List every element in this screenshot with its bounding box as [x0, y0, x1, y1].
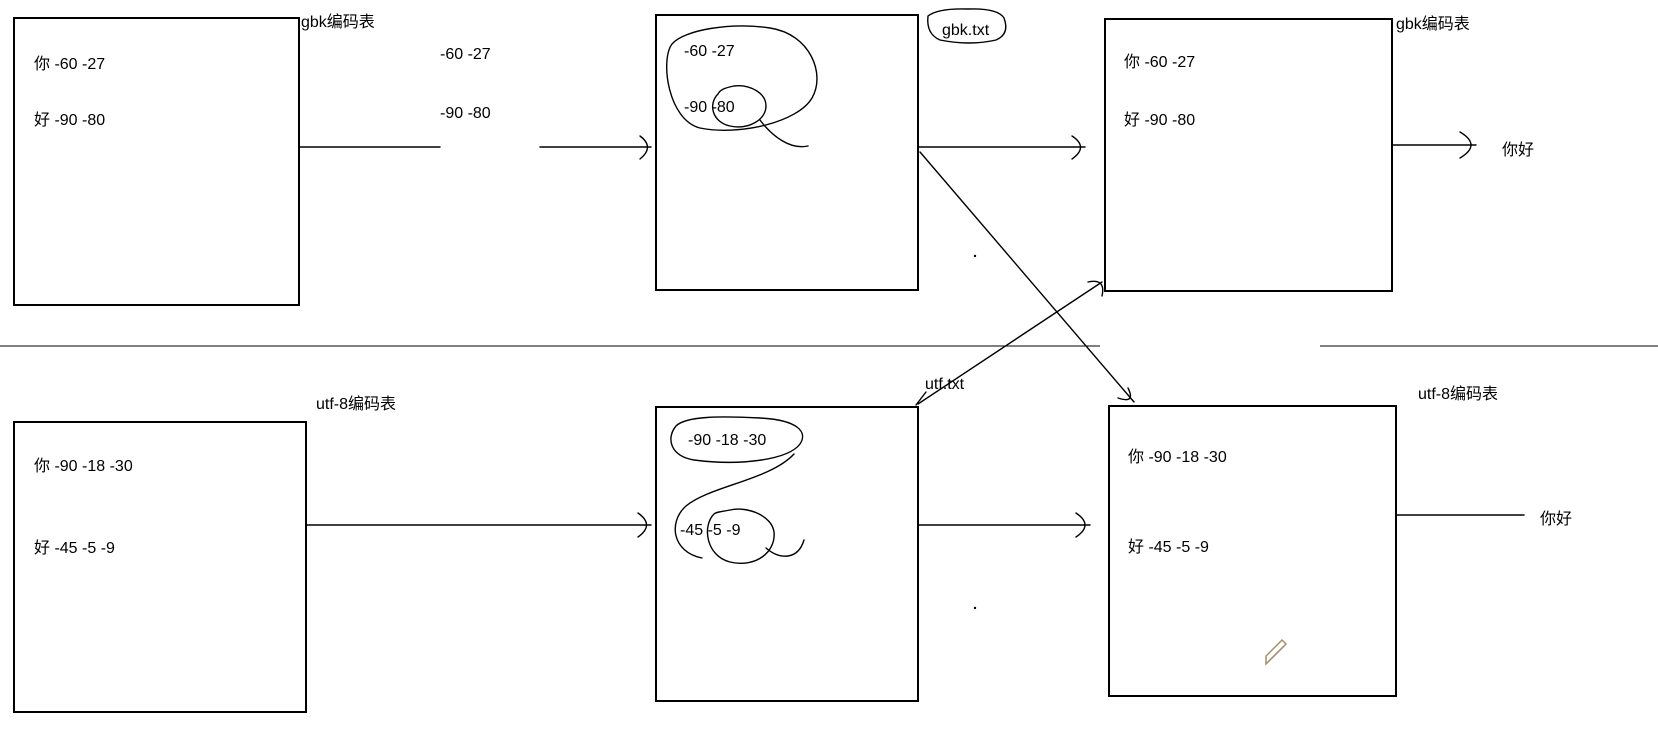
top-box-mid-row2: -90 -80	[684, 99, 735, 117]
bottom-box-right-row2: 好 -45 -5 -9	[1128, 533, 1209, 557]
top-box-left-row1: 你 -60 -27	[34, 50, 105, 74]
top-label-right: gbk编码表	[1396, 10, 1470, 34]
top-label-left: gbk编码表	[301, 8, 375, 32]
top-floating-row1: -60 -27	[440, 46, 491, 64]
diagram-stage: 你 -60 -27 好 -90 -80 gbk编码表 -60 -27 -90 -…	[0, 0, 1658, 754]
bottom-label-left: utf-8编码表	[316, 390, 396, 414]
bottom-box-mid	[655, 406, 919, 702]
top-box-left-row2: 好 -90 -80	[34, 106, 105, 130]
bottom-label-right: utf-8编码表	[1418, 380, 1498, 404]
bottom-box-mid-row1: -90 -18 -30	[688, 432, 766, 450]
top-box-mid-row1: -60 -27	[684, 43, 735, 61]
bottom-box-mid-row2: -45 -5 -9	[680, 522, 740, 540]
bottom-box-left-row2: 好 -45 -5 -9	[34, 534, 115, 558]
bottom-box-right-row1: 你 -90 -18 -30	[1128, 443, 1227, 467]
top-box-right-row2: 好 -90 -80	[1124, 106, 1195, 130]
top-file-label: gbk.txt	[942, 22, 989, 40]
top-floating-row2: -90 -80	[440, 105, 491, 123]
bottom-box-left-row1: 你 -90 -18 -30	[34, 452, 133, 476]
top-box-right-row1: 你 -60 -27	[1124, 48, 1195, 72]
bottom-output: 你好	[1540, 505, 1572, 529]
bottom-file-label: utf.txt	[925, 376, 964, 394]
top-output: 你好	[1502, 136, 1534, 160]
